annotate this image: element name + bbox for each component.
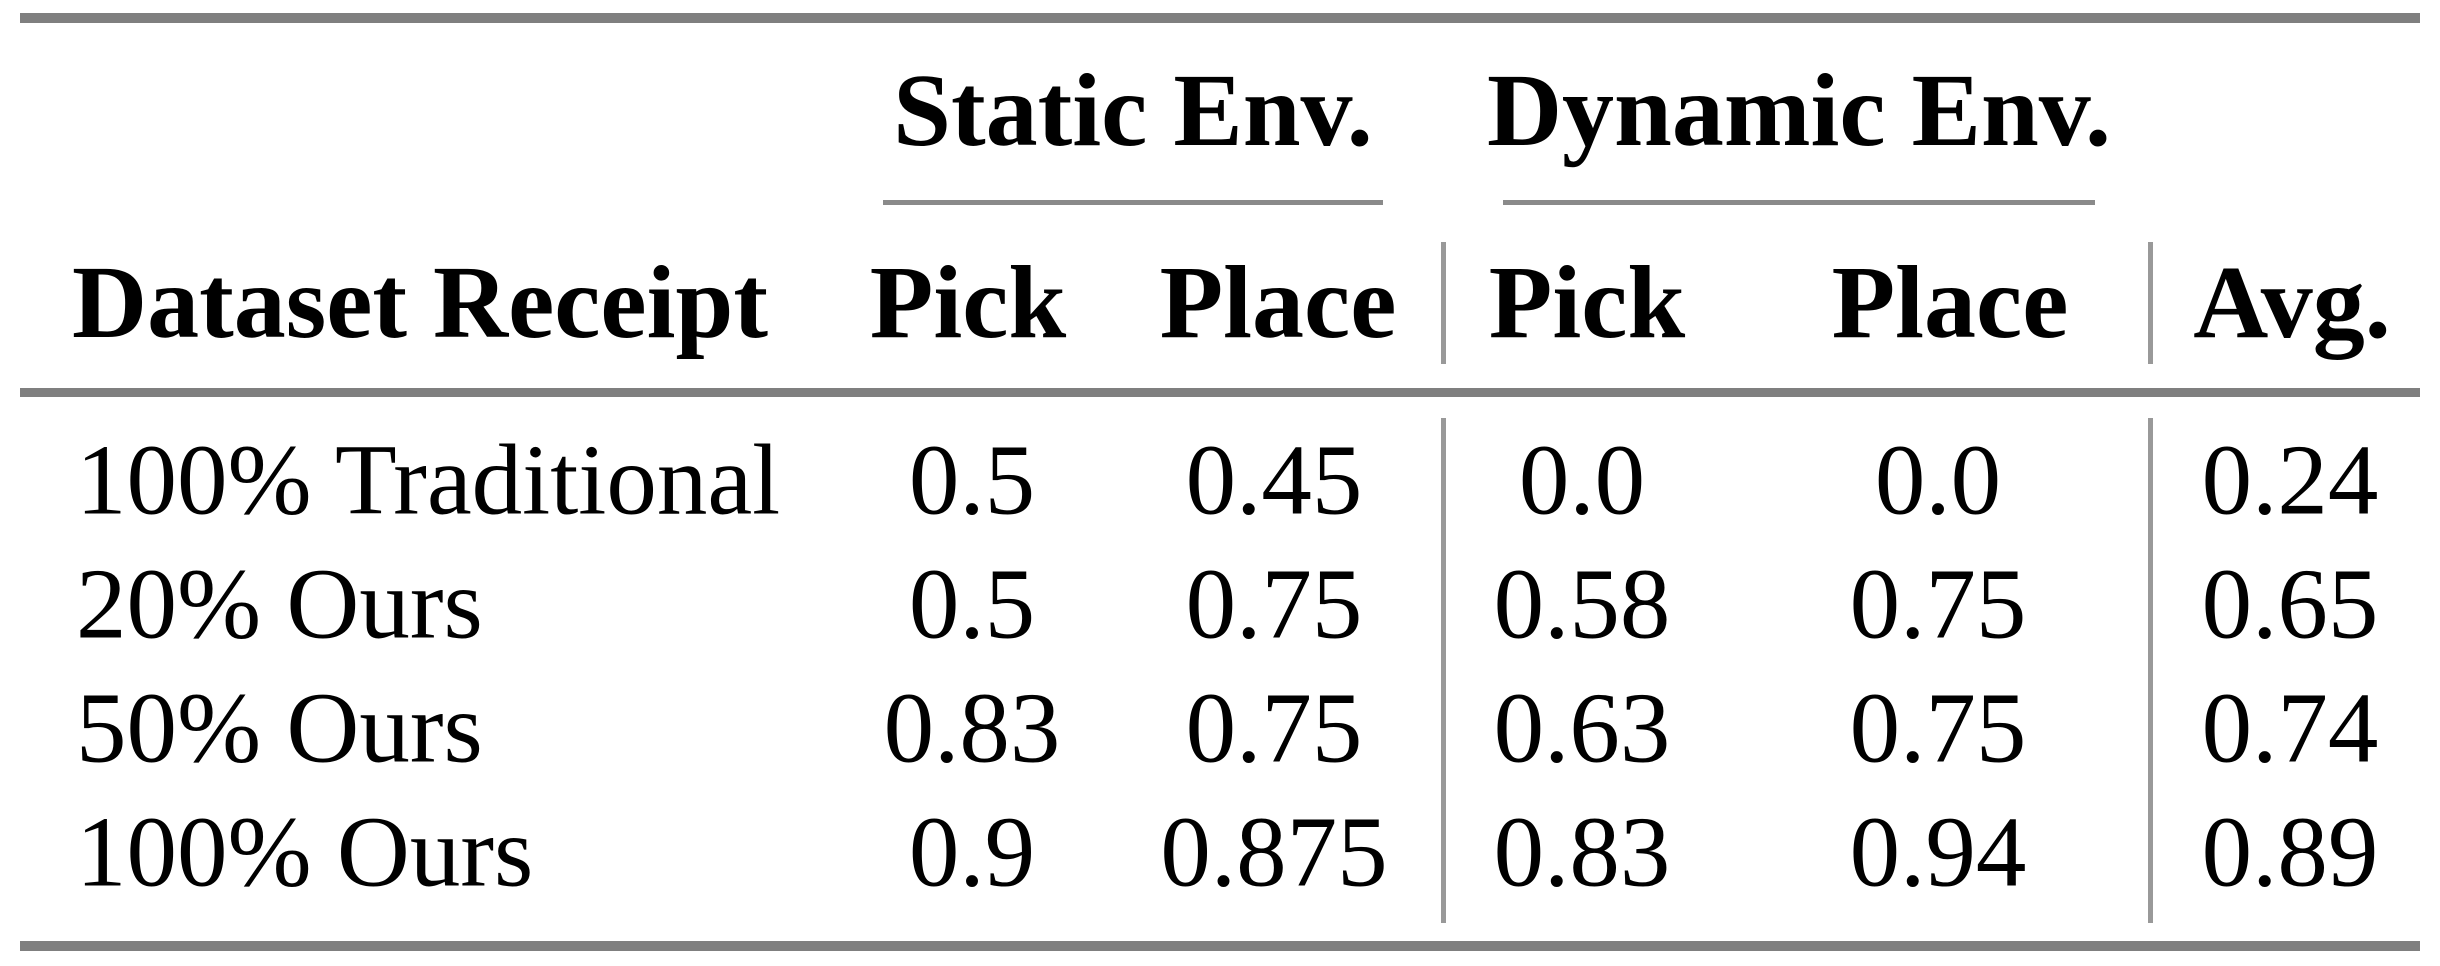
avg-value: 0.89 xyxy=(2201,795,2379,908)
col-header-dynamic-place: Place xyxy=(1831,245,2069,360)
avg-value: 0.74 xyxy=(2201,671,2379,784)
dynamic-env-cmidrule xyxy=(1503,200,2095,205)
header-vertical-rule-left xyxy=(1441,242,1446,364)
static-env-cmidrule xyxy=(883,200,1383,205)
dynamic-pick-value: 0.83 xyxy=(1493,795,1671,908)
static-pick-value: 0.83 xyxy=(883,671,1061,784)
avg-value: 0.65 xyxy=(2201,547,2379,660)
row-label: 100% Traditional xyxy=(76,423,781,536)
static-place-value: 0.75 xyxy=(1185,547,1363,660)
dynamic-place-value: 0.94 xyxy=(1849,795,2027,908)
col-header-static-place: Place xyxy=(1159,245,1397,360)
avg-value: 0.24 xyxy=(2201,423,2379,536)
dynamic-place-value: 0.75 xyxy=(1849,547,2027,660)
row-label: 100% Ours xyxy=(76,795,534,908)
dynamic-place-value: 0.0 xyxy=(1874,423,2002,536)
row-label: 50% Ours xyxy=(76,671,483,784)
header-vertical-rule-right xyxy=(2148,242,2153,364)
static-pick-value: 0.9 xyxy=(908,795,1036,908)
table-top-rule xyxy=(20,13,2420,23)
static-place-value: 0.45 xyxy=(1185,423,1363,536)
static-pick-value: 0.5 xyxy=(908,423,1036,536)
static-pick-value: 0.5 xyxy=(908,547,1036,660)
row-label: 20% Ours xyxy=(76,547,483,660)
dynamic-env-group-header: Dynamic Env. xyxy=(1486,53,2112,168)
table-mid-rule xyxy=(20,388,2420,397)
dynamic-place-value: 0.75 xyxy=(1849,671,2027,784)
dynamic-pick-value: 0.0 xyxy=(1518,423,1646,536)
col-header-avg: Avg. xyxy=(2193,245,2391,360)
static-place-value: 0.875 xyxy=(1160,795,1388,908)
static-place-value: 0.75 xyxy=(1185,671,1363,784)
dynamic-pick-value: 0.58 xyxy=(1493,547,1671,660)
static-env-group-header: Static Env. xyxy=(893,53,1373,168)
table-bottom-rule xyxy=(20,941,2420,951)
col-header-dataset-receipt: Dataset Receipt xyxy=(72,245,768,360)
col-header-static-pick: Pick xyxy=(869,245,1067,360)
dynamic-pick-value: 0.63 xyxy=(1493,671,1671,784)
body-vertical-rule-left xyxy=(1441,418,1446,923)
body-vertical-rule-right xyxy=(2148,418,2153,923)
col-header-dynamic-pick: Pick xyxy=(1488,245,1686,360)
